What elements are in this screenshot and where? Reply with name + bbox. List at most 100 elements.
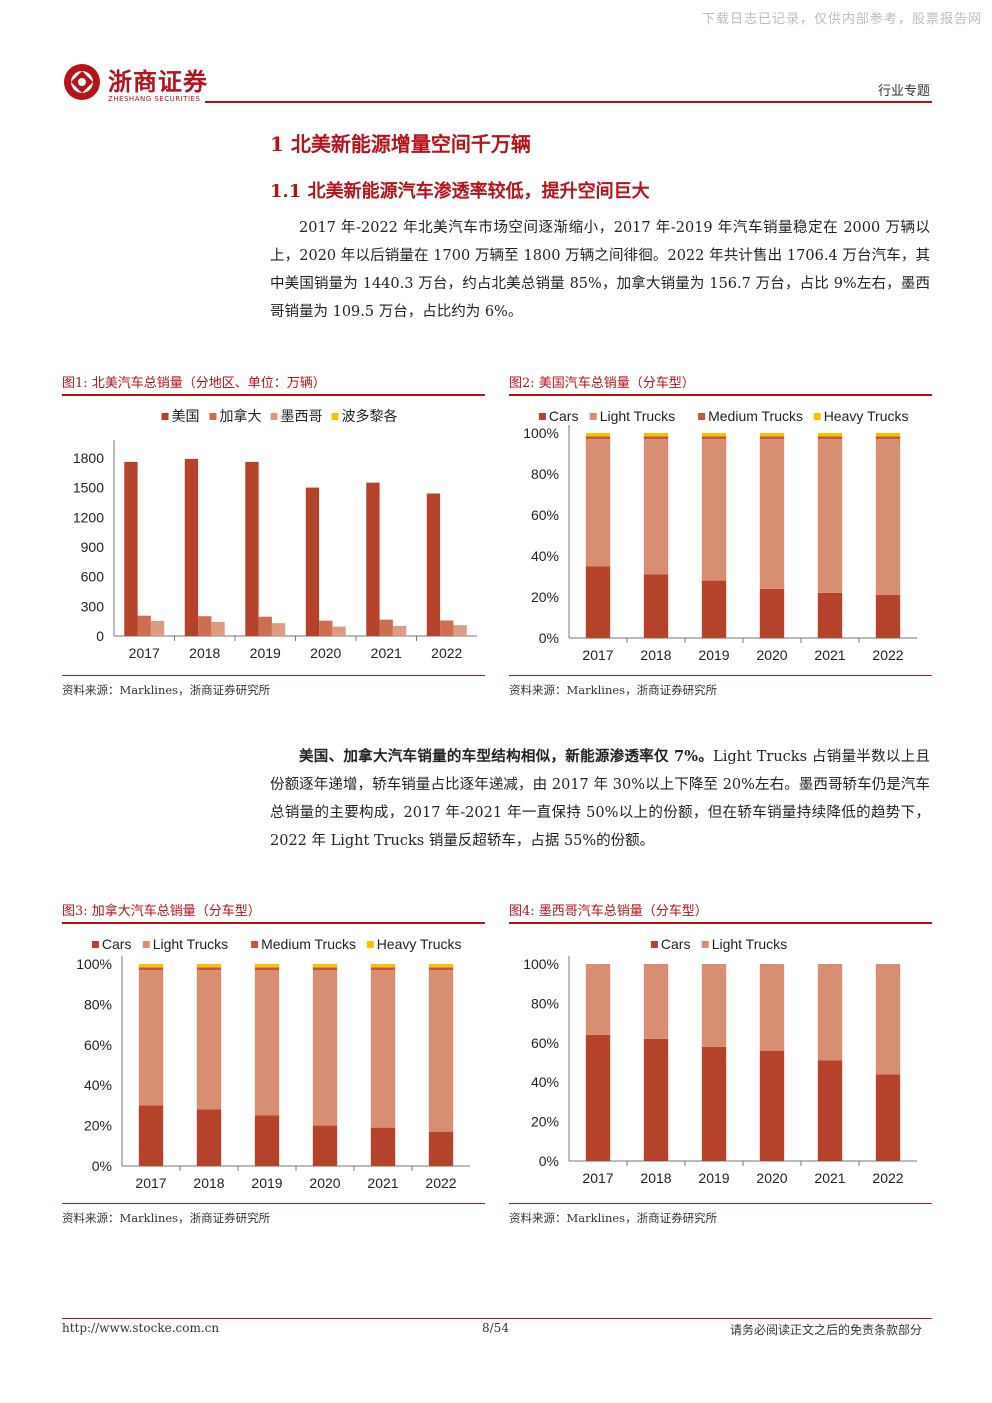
bar-segment bbox=[817, 964, 843, 1061]
bar-segment bbox=[759, 436, 785, 440]
bar-segment bbox=[701, 964, 727, 1047]
legend-swatch bbox=[366, 941, 374, 948]
paragraph-text: 2017 年-2022 年北美汽车市场空间逐渐缩小，2017 年-2019 年汽… bbox=[270, 220, 930, 320]
bar-segment bbox=[643, 439, 669, 575]
bar bbox=[392, 625, 407, 636]
x-tick-label: 2020 bbox=[756, 1170, 787, 1186]
legend-swatch bbox=[209, 413, 217, 420]
x-tick-label: 2021 bbox=[367, 1175, 398, 1191]
y-tick-label: 80% bbox=[531, 995, 559, 1011]
figure-1-chart: 美国 加拿大 墨西哥 波多黎各 0 300 600 900 1200 1500 1800 2017 20… bbox=[73, 408, 477, 661]
x-tick-label: 2022 bbox=[431, 645, 462, 661]
bar-segment bbox=[370, 964, 396, 968]
y-tick-label: 40% bbox=[531, 548, 559, 564]
figure-1-top-rule bbox=[62, 394, 485, 396]
bar-segment bbox=[312, 970, 338, 1126]
bar bbox=[184, 458, 199, 636]
bar-segment bbox=[875, 436, 901, 440]
bar-segment bbox=[312, 1125, 338, 1166]
y-tick-label: 60% bbox=[84, 1037, 112, 1053]
bar-segment bbox=[428, 967, 454, 971]
bar-segment bbox=[585, 439, 611, 567]
footer-divider bbox=[62, 1318, 932, 1319]
x-tick-label: 2021 bbox=[371, 645, 402, 661]
x-tick-label: 2019 bbox=[698, 1170, 729, 1186]
figure-3-source: 资料来源：Marklines，浙商证券研究所 bbox=[62, 1211, 271, 1225]
bar-segment bbox=[585, 566, 611, 638]
bar-segment bbox=[196, 964, 222, 968]
bar-segment bbox=[701, 1046, 727, 1161]
y-tick-label: 20% bbox=[531, 1114, 559, 1130]
bar-segment bbox=[643, 433, 669, 437]
y-tick-label: 600 bbox=[81, 569, 105, 585]
legend-label: 波多黎各 bbox=[342, 408, 398, 424]
bar-segment bbox=[428, 1131, 454, 1166]
legend-label: 加拿大 bbox=[220, 408, 262, 424]
y-tick-label: 40% bbox=[531, 1074, 559, 1090]
legend-label: Light Trucks bbox=[600, 408, 675, 424]
y-tick-label: 20% bbox=[84, 1118, 112, 1134]
legend-swatch bbox=[538, 413, 546, 420]
paragraph-vehicle-mix: 美国、加拿大汽车销量的车型结构相似，新能源渗透率仅 7%。Light Truck… bbox=[270, 743, 930, 855]
figure-2-title: 图2: 美国汽车总销量（分车型） bbox=[509, 376, 695, 391]
bar-segment bbox=[585, 964, 611, 1035]
bar-segment bbox=[701, 580, 727, 638]
legend-label: Cars bbox=[549, 408, 579, 424]
x-tick-label: 2022 bbox=[872, 1170, 903, 1186]
bar-segment bbox=[196, 1109, 222, 1166]
bar-segment bbox=[585, 436, 611, 440]
bar bbox=[440, 620, 454, 636]
figure-4-top-rule bbox=[509, 922, 932, 924]
bar-segment bbox=[875, 439, 901, 595]
x-tick-label: 2019 bbox=[250, 645, 281, 661]
x-tick-label: 2020 bbox=[310, 645, 341, 661]
legend-label: Cars bbox=[102, 936, 132, 952]
figure-3-title: 图3: 加拿大汽车总销量（分车型） bbox=[62, 904, 261, 919]
bar bbox=[245, 461, 259, 636]
legend-swatch bbox=[142, 941, 150, 948]
y-tick-label: 0% bbox=[539, 1153, 559, 1169]
bar-segment bbox=[312, 964, 338, 968]
bar bbox=[124, 461, 138, 636]
x-tick-label: 2018 bbox=[640, 647, 671, 663]
subsection-heading: 1.1 北美新能源汽车渗透率较低，提升空间巨大 bbox=[270, 181, 650, 202]
figure-3-chart: Cars Light Trucks Medium Trucks Heavy Truck… bbox=[76, 936, 470, 1191]
x-tick-label: 2017 bbox=[582, 1170, 613, 1186]
y-tick-label: 900 bbox=[81, 539, 105, 555]
x-tick-label: 2017 bbox=[135, 1175, 166, 1191]
watermark: 下载日志已记录，仅供内部参考，股票报告网 bbox=[701, 12, 982, 27]
bar-segment bbox=[643, 964, 669, 1039]
legend-label: 美国 bbox=[172, 408, 200, 424]
report-type-tag: 行业专题 bbox=[877, 84, 930, 99]
bar-segment bbox=[138, 967, 164, 971]
legend-swatch bbox=[813, 413, 821, 420]
bar-segment bbox=[701, 433, 727, 437]
y-tick-label: 0% bbox=[539, 630, 559, 646]
bar-segment bbox=[817, 436, 843, 440]
bar-segment bbox=[643, 1038, 669, 1161]
bar-segment bbox=[643, 436, 669, 440]
bar-segment bbox=[585, 433, 611, 437]
figure-2-chart: Cars Light Trucks Medium Trucks Heavy Truck… bbox=[523, 408, 917, 663]
figure-3-top-rule bbox=[62, 922, 485, 924]
legend-swatch bbox=[698, 413, 706, 420]
x-tick-label: 2018 bbox=[640, 1170, 671, 1186]
footer-website-link[interactable]: http://www.stocke.com.cn bbox=[62, 1321, 220, 1335]
bar bbox=[332, 626, 346, 636]
figure-4-bottom-rule bbox=[509, 1203, 932, 1204]
figure-1-source: 资料来源：Marklines，浙商证券研究所 bbox=[62, 683, 271, 697]
bar-segment bbox=[585, 1034, 611, 1161]
legend-swatch bbox=[650, 941, 658, 948]
y-tick-label: 1500 bbox=[73, 480, 104, 496]
legend-swatch bbox=[91, 941, 99, 948]
legend-label: 墨西哥 bbox=[281, 408, 323, 424]
bar-segment bbox=[254, 1115, 280, 1166]
paragraph-body: Light Trucks 占销量半数以上且份额逐年递增，轿车销量占比逐年递减，由… bbox=[270, 749, 930, 849]
legend-label: Heavy Trucks bbox=[377, 936, 462, 952]
bar-segment bbox=[875, 1074, 901, 1161]
y-tick-label: 20% bbox=[531, 589, 559, 605]
x-tick-label: 2017 bbox=[129, 645, 160, 661]
y-tick-label: 100% bbox=[76, 956, 112, 972]
logo-subtext: ZHESHANG SECURITIES bbox=[108, 95, 201, 103]
y-tick-label: 1800 bbox=[73, 450, 104, 466]
